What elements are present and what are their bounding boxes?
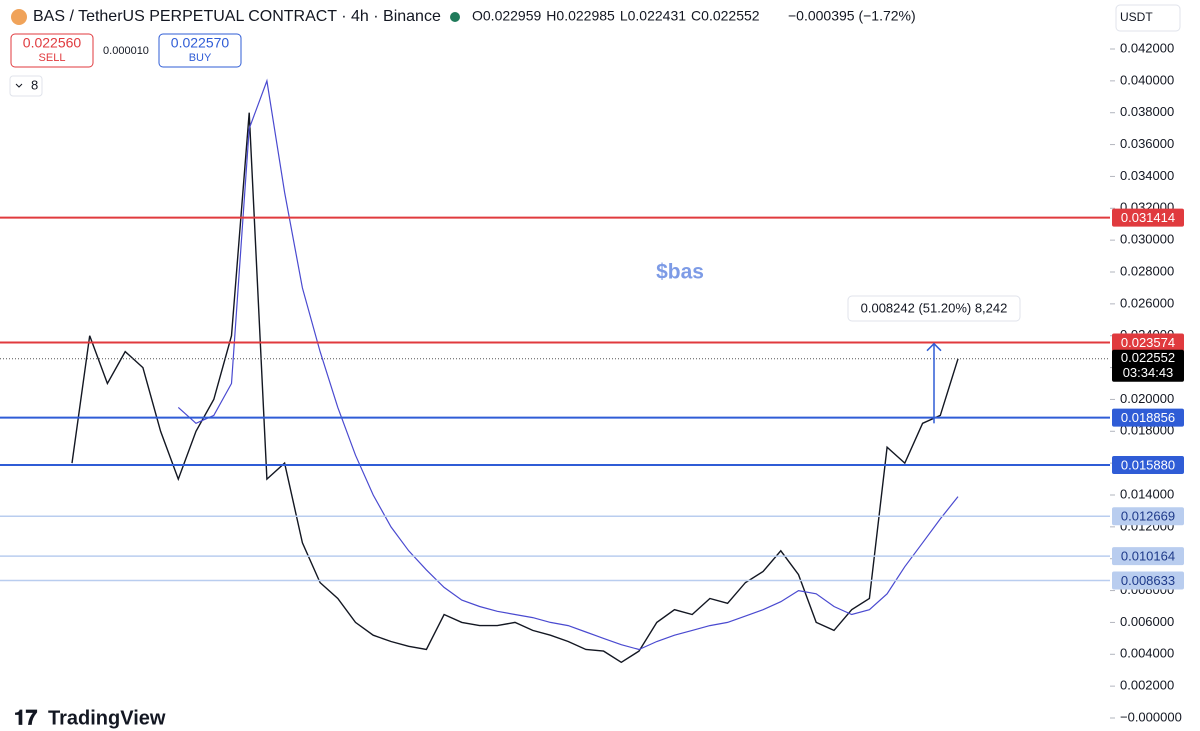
- y-tick-label: 0.026000: [1120, 295, 1174, 310]
- level-badge: [1112, 208, 1184, 227]
- symbol-icon: [11, 9, 27, 25]
- measure-label: 0.008242 (51.20%) 8,242: [861, 300, 1008, 315]
- y-tick-label: 0.002000: [1120, 678, 1174, 693]
- y-tick-label: 0.020000: [1120, 391, 1174, 406]
- price-line: [71, 112, 959, 664]
- countdown: 03:34:43: [1123, 365, 1174, 380]
- currency: USDT: [1120, 10, 1153, 24]
- axis-labels: −0.0000000.0020000.0040000.0060000.00800…: [1110, 40, 1184, 724]
- level-label: 0.012669: [1121, 509, 1175, 524]
- buy-price: 0.022570: [171, 35, 230, 51]
- y-tick-label: 0.038000: [1120, 104, 1174, 119]
- level-label: 0.015880: [1121, 457, 1175, 472]
- ohlc-key: C: [691, 8, 701, 24]
- symbol: BAS / TetherUS PERPETUAL CONTRACT · 4h ·…: [33, 8, 441, 25]
- y-tick-label: 0.042000: [1120, 40, 1174, 55]
- buy-button[interactable]: [158, 33, 242, 68]
- ohlc-value: 0.022959: [483, 8, 542, 24]
- y-tick-label: 0.036000: [1120, 136, 1174, 151]
- level-label: 0.008633: [1121, 573, 1175, 588]
- ohlc-value: 0.022985: [556, 8, 615, 24]
- change: −0.000395 (−1.72%): [788, 8, 916, 24]
- arrow-head: [926, 342, 942, 352]
- level-badge: [1112, 507, 1184, 526]
- indicator-toggle[interactable]: [9, 75, 43, 97]
- level-badge: [1112, 333, 1184, 352]
- level-label: 0.018856: [1121, 410, 1175, 425]
- y-tick-label: −0.000000: [1120, 709, 1182, 724]
- y-tick-label: 0.040000: [1120, 72, 1174, 87]
- y-tick-label: 0.006000: [1120, 614, 1174, 629]
- chevron: [15, 83, 23, 88]
- ohlc: O 0.022959 H 0.022985 L 0.022431 C 0.022552: [472, 8, 760, 24]
- annotation: $bas: [656, 261, 704, 284]
- ohlc-key: H: [546, 8, 556, 24]
- y-tick-label: 0.004000: [1120, 646, 1174, 661]
- ohlc-value: 0.022431: [628, 8, 687, 24]
- spread: 0.000010: [103, 45, 149, 57]
- indicator-count: 8: [31, 77, 38, 92]
- level-label: 0.031414: [1121, 210, 1175, 225]
- current-badge: [1112, 349, 1184, 382]
- y-tick-label: 0.034000: [1120, 168, 1174, 183]
- level-label: 0.023574: [1121, 335, 1175, 350]
- y-tick-label: 0.030000: [1120, 232, 1174, 247]
- plot: $bas 0.008242 (51.20%) 8,242: [0, 78, 1110, 664]
- logo: TradingView: [48, 707, 166, 729]
- currency-button[interactable]: [1115, 4, 1181, 32]
- current-price: 0.022552: [1121, 350, 1175, 365]
- level-badge: [1112, 408, 1184, 427]
- sell-label: SELL: [39, 52, 66, 64]
- status-dot: [450, 12, 460, 22]
- ohlc-key: L: [620, 8, 628, 24]
- sell-price: 0.022560: [23, 35, 82, 51]
- price-line: [177, 78, 959, 651]
- level-badge: [1112, 571, 1184, 590]
- ohlc-key: O: [472, 8, 483, 24]
- logo-mark: 𝟏𝟕: [14, 707, 38, 730]
- sell-button[interactable]: [10, 33, 94, 68]
- ohlc-value: 0.022552: [701, 8, 760, 24]
- y-tick-label: 0.028000: [1120, 263, 1174, 278]
- y-tick-label: 0.014000: [1120, 486, 1174, 501]
- level-badge: [1112, 456, 1184, 475]
- level-label: 0.010164: [1121, 549, 1175, 564]
- buy-label: BUY: [189, 52, 212, 64]
- measure-box: [847, 295, 1021, 322]
- level-badge: [1112, 547, 1184, 566]
